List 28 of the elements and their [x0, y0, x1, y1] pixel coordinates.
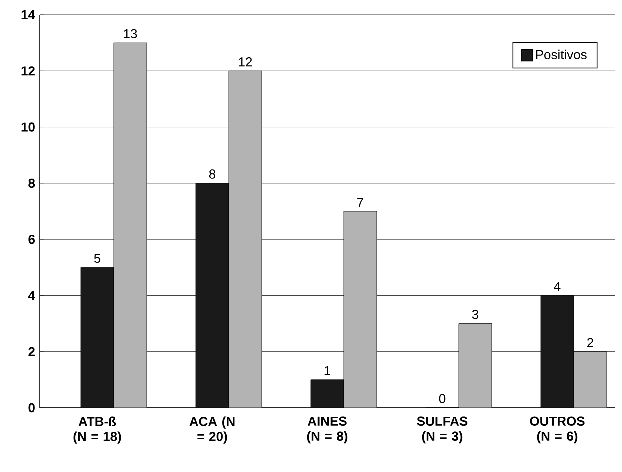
data-label: 0 [439, 394, 446, 404]
y-tick-label: 4 [28, 291, 36, 300]
data-label: 5 [94, 254, 101, 264]
y-tick-label: 12 [22, 66, 35, 76]
y-tick-label: 2 [28, 347, 35, 356]
data-label: 13 [124, 29, 138, 39]
x-tick-label: SULFAS (N = 3) [417, 416, 468, 444]
data-label: 1 [324, 366, 330, 376]
y-tick-label: 0 [28, 403, 35, 413]
data-label: 12 [239, 58, 252, 67]
x-tick-label: ATB-ß (N = 18) [74, 416, 122, 444]
bar [80, 267, 114, 408]
x-tick-label: ACA (N = 20) [190, 416, 235, 444]
legend-label: Positivos [536, 50, 587, 60]
data-label: 4 [554, 282, 561, 292]
bar [196, 183, 230, 408]
y-tick-label: 10 [22, 122, 35, 132]
data-label: 2 [588, 338, 594, 348]
data-label: 7 [358, 198, 364, 207]
x-tick-label: AINES (N = 8) [307, 416, 348, 444]
data-label: 8 [209, 170, 216, 179]
x-tick-label: OUTROS (N = 6) [530, 416, 585, 444]
y-tick-label: 8 [28, 178, 36, 188]
data-label: 3 [472, 310, 479, 320]
bar [310, 380, 344, 408]
bar [540, 296, 574, 408]
y-tick-label: 6 [28, 234, 35, 244]
y-tick-label: 14 [22, 10, 36, 20]
